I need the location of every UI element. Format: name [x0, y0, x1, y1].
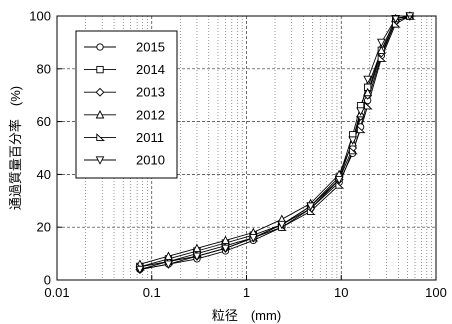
data-point-2010 — [377, 38, 386, 48]
data-point-2010 — [334, 176, 344, 185]
legend-marker-2015 — [96, 43, 104, 51]
axis-ticks: 0.01 0.1 1 10 100 0 20 40 60 80 100 — [29, 9, 447, 301]
y-tick-label: 20 — [37, 220, 51, 235]
legend-marker-2011 — [96, 133, 105, 142]
data-point-2011 — [391, 19, 401, 28]
y-tick-label: 100 — [29, 9, 51, 24]
legend-marker-2012 — [95, 110, 105, 119]
y-axis-label: 通過質量百分率 (%) — [8, 86, 23, 210]
y-tick-label: 40 — [37, 167, 51, 182]
legend: 2015 2014 2013 2012 2011 2010 — [75, 30, 178, 179]
legend-label-2011: 2011 — [136, 130, 164, 145]
legend-marker-2010 — [95, 156, 105, 165]
series-line-2011 — [139, 15, 411, 268]
legend-label-2015: 2015 — [136, 40, 165, 55]
x-axis-label: 粒径 (mm) — [212, 308, 281, 323]
series-markers — [135, 11, 415, 275]
data-point-2012 — [377, 45, 386, 54]
data-point-2010 — [356, 107, 365, 116]
legend-label-2014: 2014 — [136, 62, 165, 77]
legend-label-2012: 2012 — [136, 107, 165, 122]
y-tick-label: 80 — [37, 61, 51, 76]
legend-marker-2014 — [96, 65, 104, 74]
data-point-2012 — [363, 87, 372, 97]
data-point-2010 — [348, 136, 358, 145]
data-point-2010 — [391, 14, 400, 24]
legend-label-2010: 2010 — [136, 153, 165, 168]
y-tick-label: 60 — [37, 114, 51, 129]
x-tick-label: 10 — [334, 285, 348, 300]
data-point-2012 — [164, 251, 173, 260]
data-point-2010 — [192, 252, 202, 262]
series-line-2015 — [139, 15, 411, 270]
data-point-2011 — [349, 146, 358, 155]
data-point-2010 — [135, 265, 145, 275]
x-tick-label: 0.1 — [143, 285, 161, 300]
data-point-2012 — [192, 243, 202, 252]
data-point-2011 — [364, 101, 373, 110]
x-tick-label: 1 — [243, 285, 250, 300]
x-tick-label: 0.01 — [44, 285, 69, 300]
data-point-2010 — [277, 220, 287, 230]
data-point-2010 — [306, 202, 315, 211]
data-point-2011 — [377, 54, 387, 62]
legend-box — [75, 30, 178, 179]
x-tick-label: 100 — [425, 285, 447, 300]
data-point-2011 — [356, 125, 366, 134]
y-tick-label: 0 — [44, 273, 51, 288]
data-point-2010 — [164, 260, 173, 269]
data-point-2011 — [306, 207, 316, 216]
data-point-2011 — [335, 180, 345, 189]
data-point-2010 — [221, 244, 230, 254]
data-point-2010 — [363, 75, 372, 85]
data-point-2012 — [221, 235, 230, 245]
data-point-2010 — [248, 234, 258, 243]
legend-marker-2013 — [95, 87, 105, 97]
legend-label-2013: 2013 — [136, 85, 165, 100]
